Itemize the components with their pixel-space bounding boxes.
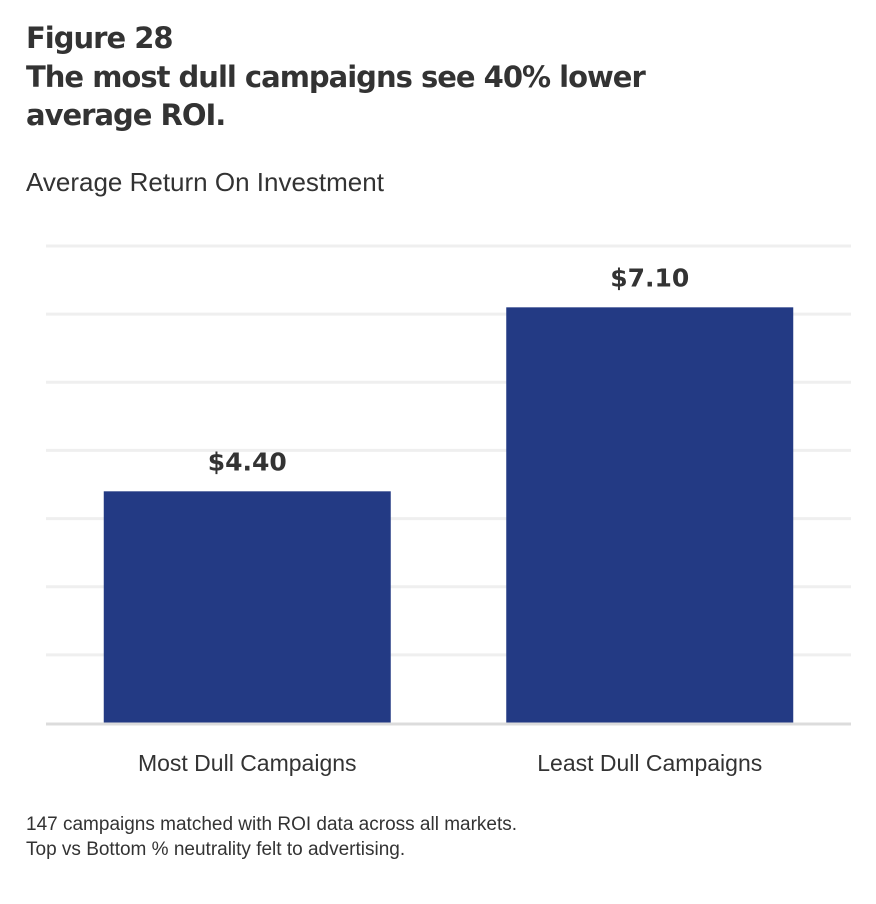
figure-label: Figure 28 (26, 21, 174, 55)
footnote-line-2: Top vs Bottom % neutrality felt to adver… (26, 839, 406, 860)
bar (506, 307, 794, 723)
data-label: $4.40 (208, 447, 287, 476)
chart-subtitle: Average Return On Investment (26, 167, 384, 197)
footnote-line-1: 147 campaigns matched with ROI data acro… (26, 814, 518, 835)
chart-title: The most dull campaigns see 40% lower av… (26, 60, 646, 132)
data-label: $7.10 (610, 263, 689, 292)
bar (103, 491, 391, 723)
bar-chart: $4.40 Most Dull Campaigns $7.10 Least Dull … (46, 244, 851, 776)
x-tick-label: Least Dull Campaigns (537, 750, 762, 776)
footnote: 147 campaigns matched with ROI data acro… (26, 812, 517, 862)
x-tick-label: Most Dull Campaigns (138, 750, 357, 776)
